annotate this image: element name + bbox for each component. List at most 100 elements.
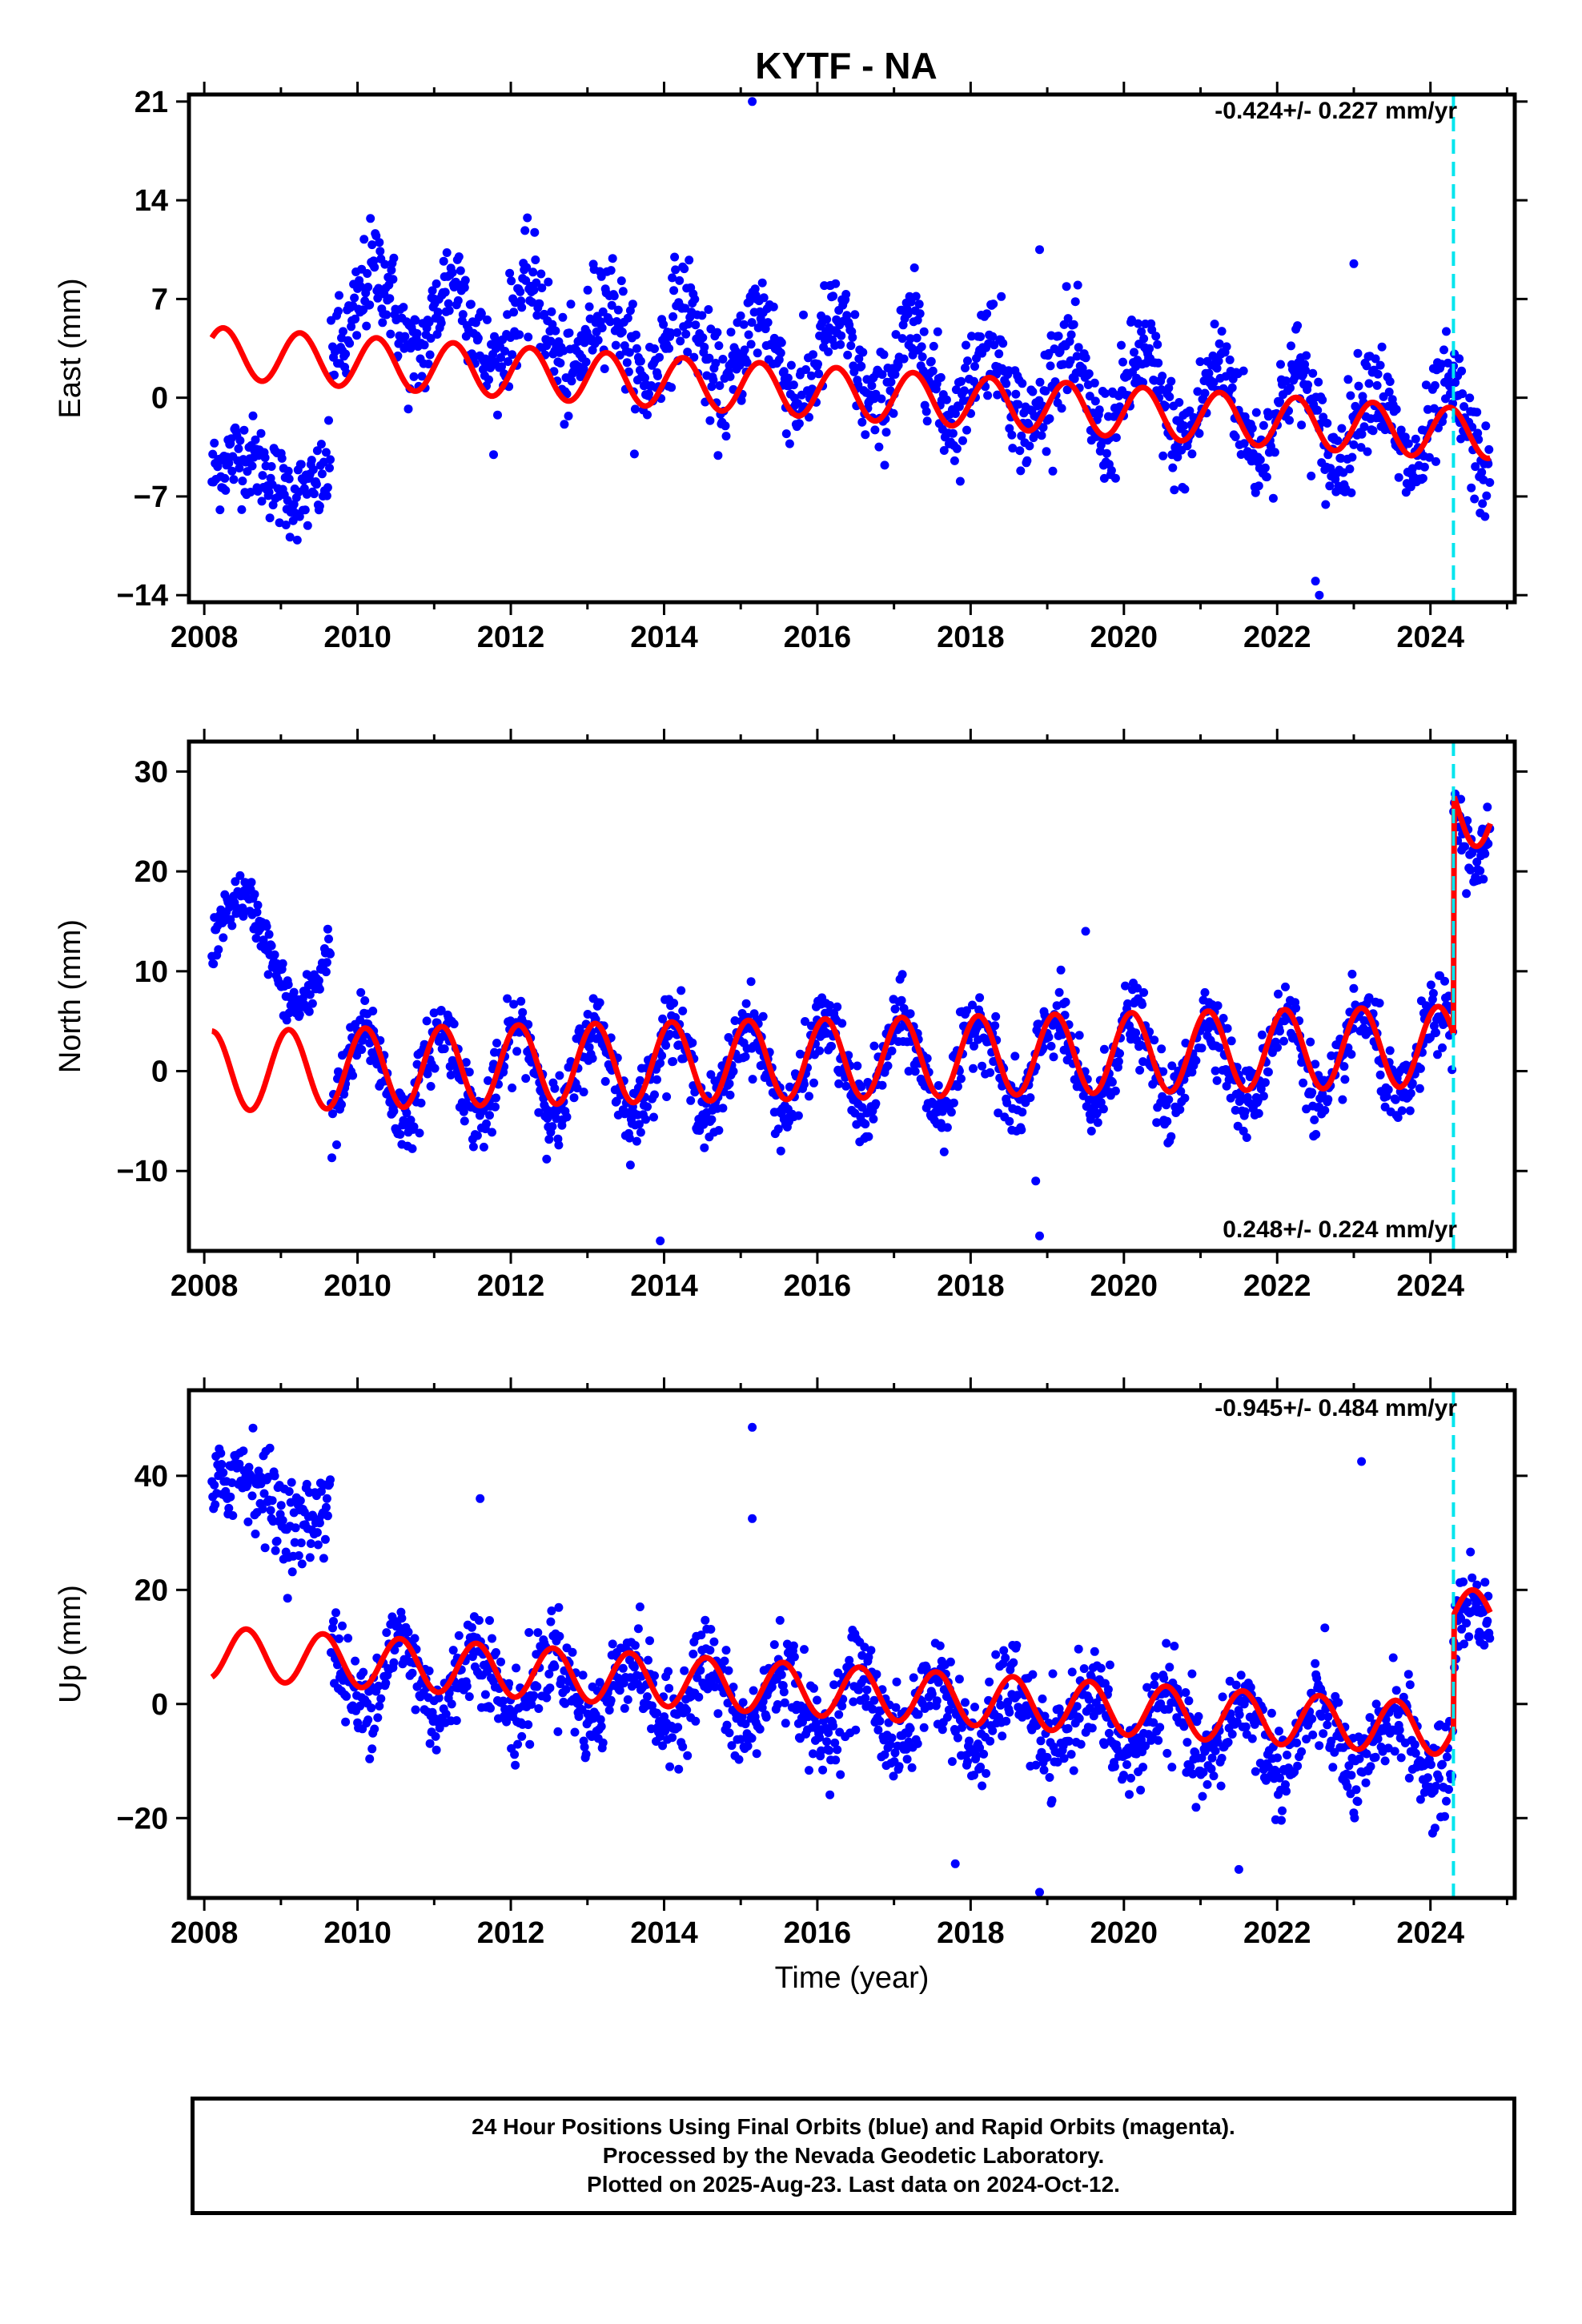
data-point [260,453,270,462]
data-point [1227,1730,1237,1739]
data-point [907,1763,917,1772]
data-point [1017,431,1026,440]
data-point [374,283,383,293]
data-point [834,1079,844,1088]
data-point [1308,368,1318,378]
data-point [1351,1785,1361,1795]
data-point [1438,1759,1447,1769]
data-point [747,318,757,328]
data-point [404,404,413,414]
data-point [1114,1057,1123,1066]
data-point [1254,1108,1263,1118]
data-point [1054,987,1064,997]
data-point [1468,1573,1477,1582]
data-point [897,970,907,979]
data-point [872,1670,881,1679]
data-point [608,1639,617,1649]
data-point [1347,1050,1356,1059]
data-point [805,1766,813,1775]
data-point [335,1634,343,1643]
data-point [1281,1780,1290,1789]
data-point [1074,1031,1084,1040]
data-point [518,1007,528,1017]
data-point [1007,430,1017,440]
data-point [1435,1774,1443,1783]
data-point [524,1019,533,1029]
data-point [1301,365,1311,375]
data-point [1175,1105,1185,1114]
data-point [1102,448,1111,458]
data-point [1118,357,1127,367]
data-point [460,1116,469,1126]
data-point [1338,1095,1347,1104]
x-tick-label: 2010 [323,621,391,654]
data-point [1279,1036,1288,1046]
data-point [1431,1782,1440,1791]
data-point [409,372,419,381]
data-point [1198,1791,1207,1801]
data-point [363,269,372,278]
data-point [780,1698,789,1707]
data-point [952,444,962,453]
data-point [833,1745,842,1755]
data-point [303,521,312,530]
data-point [1139,334,1149,344]
data-point [322,958,331,967]
x-tick-label: 2012 [477,621,545,654]
data-point [678,1742,688,1751]
data-point [1046,361,1055,371]
data-point [894,1762,904,1771]
data-point [483,315,492,324]
data-point [598,1738,608,1747]
data-point [1462,1618,1472,1628]
data-point [1405,1106,1415,1116]
data-point [713,328,722,337]
data-point [1231,1105,1240,1115]
data-point [886,377,896,387]
data-point [399,303,408,312]
data-point [248,1423,258,1433]
data-point [668,1733,677,1743]
data-point [290,1538,299,1547]
data-point [890,1004,900,1014]
data-point [1239,439,1249,448]
data-point [1439,345,1448,355]
data-point [902,1755,912,1764]
data-point [572,1084,582,1093]
data-point [537,283,547,292]
outlier-point [748,1422,757,1432]
data-point [386,329,396,339]
data-point [1345,464,1355,474]
data-point [1034,1019,1043,1029]
data-point [998,1731,1007,1741]
data-point [741,1719,750,1729]
data-point [409,1122,419,1132]
data-point [909,263,919,272]
data-point [615,351,624,360]
data-point [307,999,317,1008]
data-point [209,959,219,969]
data-point [739,320,749,329]
x-tick-label: 2018 [937,621,1005,654]
data-point [942,1123,952,1132]
data-point [890,1748,900,1758]
data-point [324,935,333,943]
data-point [426,1082,436,1091]
data-point [1038,423,1048,432]
data-point [1451,378,1460,388]
data-point [488,1128,496,1137]
data-point [1246,1683,1255,1692]
data-point [706,1070,716,1080]
data-point [558,312,568,322]
data-point [428,286,437,296]
data-point [775,1615,785,1625]
data-point [430,1063,440,1073]
data-point [1311,1659,1320,1668]
data-point [725,1090,735,1100]
data-point [1458,389,1468,399]
data-point [1278,1806,1287,1815]
data-point [967,332,976,341]
data-point [917,352,927,362]
data-point [1039,1765,1049,1775]
data-point [978,1781,987,1791]
